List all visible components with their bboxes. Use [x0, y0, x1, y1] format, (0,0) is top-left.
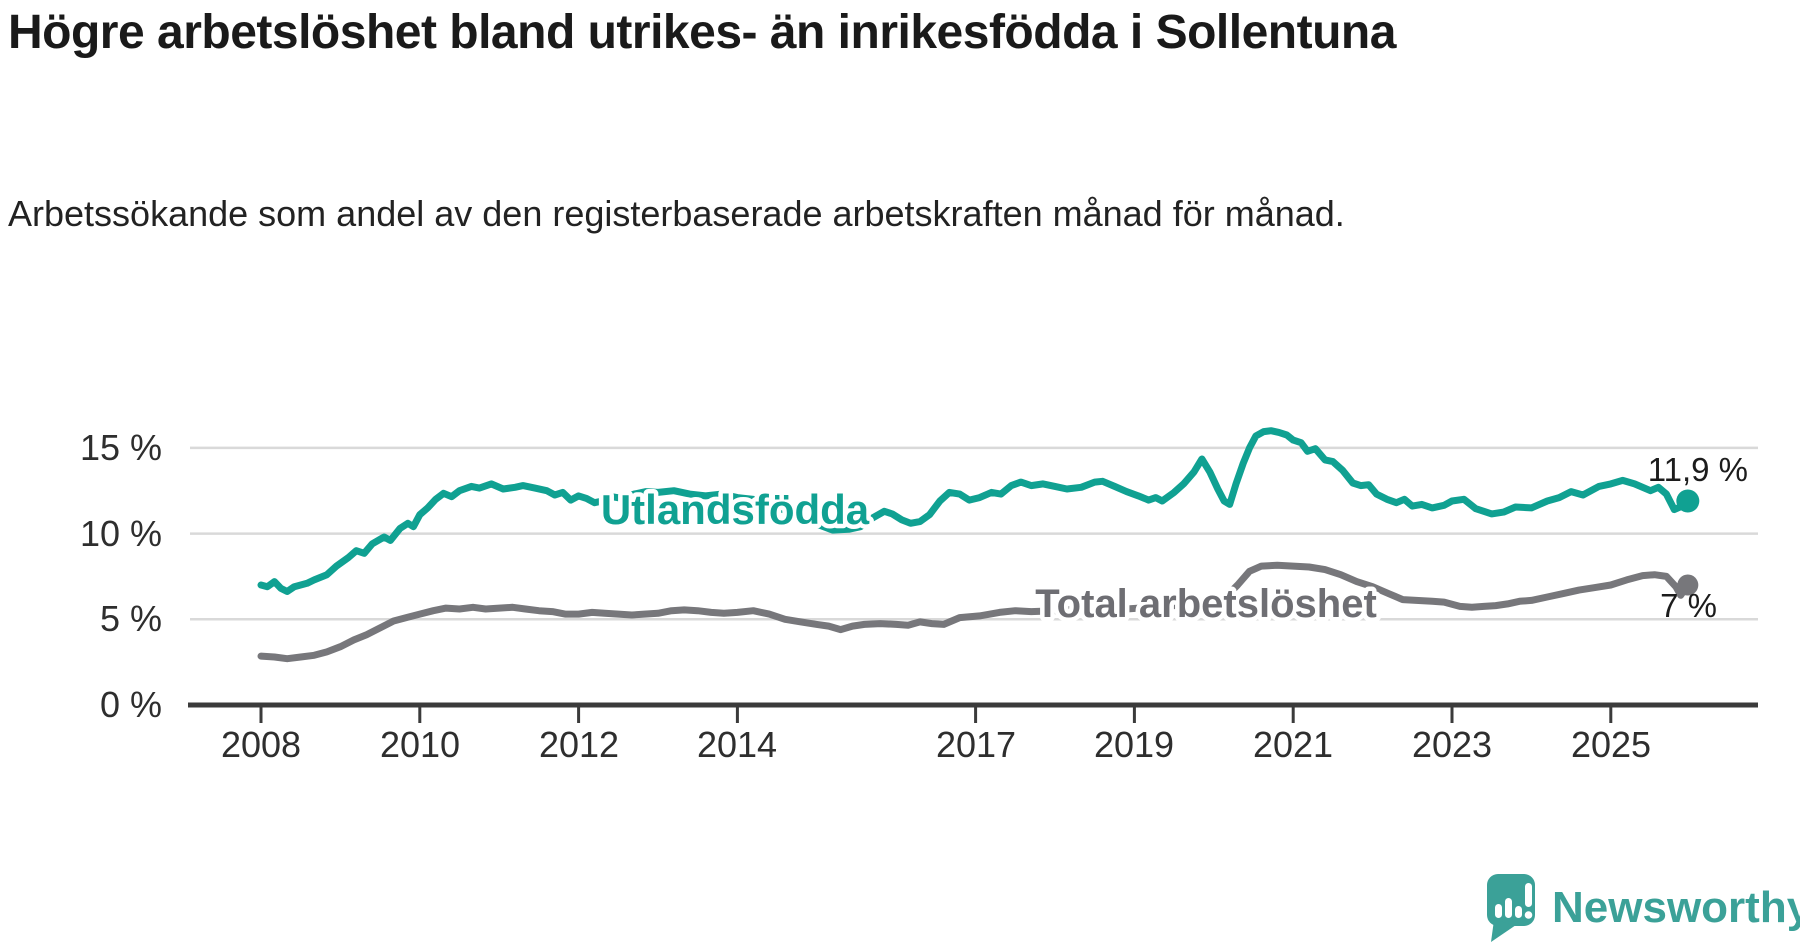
series-label-total-arbetsloshet: Total arbetslöshet — [1035, 582, 1377, 626]
x-tick-label-2012: 2012 — [539, 724, 619, 765]
newsworthy-logo-icon — [1487, 874, 1535, 942]
newsworthy-logo-text: Newsworthy — [1552, 883, 1800, 932]
series-label-utlandsfodda: Utlandsfödda — [601, 486, 870, 533]
x-tick-label-2010: 2010 — [380, 724, 460, 765]
x-tick-label-2019: 2019 — [1094, 724, 1174, 765]
newsworthy-logo: Newsworthy — [1486, 872, 1800, 944]
x-tick-label-2014: 2014 — [697, 724, 777, 765]
x-tick-label-2017: 2017 — [936, 724, 1016, 765]
x-tick-label-2008: 2008 — [221, 724, 301, 765]
x-tick-label-2021: 2021 — [1253, 724, 1333, 765]
chart-subtitle: Arbetssökande som andel av den registerb… — [8, 193, 1345, 234]
end-value-label-total: 7 % — [1660, 587, 1717, 624]
chart-title: Högre arbetslöshet bland utrikes- än inr… — [8, 6, 1396, 59]
end-value-label-utlandsfodda: 11,9 % — [1648, 451, 1748, 488]
series-line-total-arbetsloshet — [257, 561, 1692, 663]
series-end-dot-utlandsfodda — [1676, 489, 1700, 513]
y-tick-label-10: 10 % — [80, 513, 162, 554]
y-tick-label-15: 15 % — [80, 427, 162, 468]
x-tick-label-2023: 2023 — [1412, 724, 1492, 765]
y-tick-label-0: 0 % — [100, 684, 162, 725]
bar-chart-icon — [1495, 883, 1533, 919]
series-line-utlandsfodda — [257, 427, 1692, 595]
series-end-dot-total-arbetsloshet — [1677, 574, 1699, 596]
y-tick-label-5: 5 % — [100, 598, 162, 639]
x-tick-label-2025: 2025 — [1571, 724, 1651, 765]
